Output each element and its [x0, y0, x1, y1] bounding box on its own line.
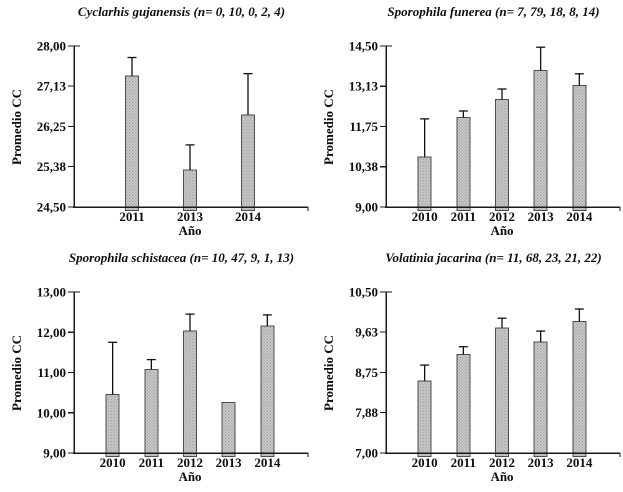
chart-title: Volatinia jacarina (n= 11, 68, 23, 21, 2…: [385, 250, 602, 265]
x-tick-label: 2011: [139, 455, 164, 470]
bar-plot: 2010 2011 2012 2013 2014 9,00 10,00 11,00 12,00 1…: [37, 285, 309, 470]
x-tick-label: 2012: [489, 209, 515, 224]
y-tick-label: 9,00: [43, 446, 66, 461]
y-tick-label: 9,00: [355, 200, 378, 215]
x-axis-label: Año: [178, 223, 202, 238]
y-tick-label: 24,50: [37, 200, 66, 215]
x-tick-label: 2013: [177, 209, 204, 224]
bar-2013: [221, 402, 236, 457]
bar-2012: [495, 99, 509, 211]
y-axis-label: Promedio CC: [9, 89, 24, 165]
x-axis-label: Año: [490, 469, 514, 484]
bar-plot: 2010 2011 2012 2013 2014 7,00 7,88 8,75 9,63 10,5…: [349, 285, 621, 470]
y-tick-label: 28,00: [37, 39, 66, 54]
x-axis-label: Año: [178, 469, 202, 484]
x-tick-label: 2011: [119, 209, 144, 224]
x-tick-label: 2013: [528, 209, 555, 224]
chart-panel-top-right: 2010 2011 2012 2013 2014 9,00 10,38 11,75 13,13 1…: [312, 0, 623, 246]
bar-2010: [105, 394, 120, 458]
y-tick-label: 7,00: [355, 446, 378, 461]
bar-2010: [417, 380, 432, 457]
x-tick-label: 2014: [566, 209, 593, 224]
y-tick-label: 25,38: [37, 159, 67, 174]
y-tick-label: 27,13: [37, 79, 67, 94]
bar-plot: 2010 2011 2012 2013 2014 9,00 10,38 11,75 13,13 1…: [349, 39, 621, 224]
x-tick-label: 2013: [528, 455, 555, 470]
chart-title: Cyclarhis gujanensis (n= 0, 10, 0, 2, 4): [77, 4, 286, 19]
bar-plot: 2011 2013 2014 24,50 25,38 26,25 27,13 28,00: [37, 39, 309, 224]
bar-2014: [260, 325, 275, 457]
y-tick-label: 11,75: [349, 119, 378, 134]
y-tick-label: 10,00: [37, 405, 66, 420]
bar-2013: [533, 70, 548, 211]
bar-2014: [241, 114, 255, 211]
x-tick-label: 2011: [451, 455, 476, 470]
x-tick-label: 2014: [254, 455, 281, 470]
y-axis-label: Promedio CC: [321, 89, 336, 165]
bar-2013: [533, 341, 548, 457]
bar-2013: [183, 169, 197, 211]
bar-2012: [183, 330, 197, 457]
chart-panel-bottom-left: 2010 2011 2012 2013 2014 9,00 10,00 11,00 12,00 1…: [0, 246, 311, 492]
x-tick-label: 2013: [216, 455, 243, 470]
x-tick-label: 2014: [235, 209, 262, 224]
y-tick-label: 11,00: [37, 365, 66, 380]
chart-panel-bottom-right: 2010 2011 2012 2013 2014 7,00 7,88 8,75 9,63 10,5…: [312, 246, 623, 492]
x-tick-label: 2012: [489, 455, 515, 470]
x-tick-label: 2010: [100, 455, 126, 470]
bar-2012: [495, 327, 509, 458]
y-tick-label: 12,00: [37, 325, 66, 340]
x-tick-label: 2010: [412, 209, 438, 224]
y-tick-label: 10,50: [349, 285, 378, 300]
x-tick-label: 2011: [451, 209, 476, 224]
chart-title: Sporophila schistacea (n= 10, 47, 9, 1, …: [68, 250, 295, 265]
bar-2014: [572, 320, 587, 458]
y-axis-label: Promedio CC: [9, 335, 24, 411]
y-tick-label: 9,63: [355, 325, 378, 340]
chart-panel-top-left: 2011 2013 2014 24,50 25,38 26,25 27,13 28,00 Cy…: [0, 0, 311, 246]
bar-2011: [144, 368, 159, 457]
y-tick-label: 13,13: [349, 79, 379, 94]
bar-2014: [572, 85, 587, 211]
x-tick-label: 2010: [412, 455, 438, 470]
x-tick-label: 2012: [177, 455, 203, 470]
chart-title: Sporophila funerea (n= 7, 79, 18, 8, 14): [387, 4, 600, 19]
y-axis-label: Promedio CC: [321, 335, 336, 411]
y-tick-label: 10,38: [349, 159, 379, 174]
y-tick-label: 8,75: [355, 365, 378, 380]
x-tick-label: 2014: [566, 455, 593, 470]
bar-2011: [456, 354, 471, 457]
bar-2011: [125, 75, 139, 212]
x-axis-label: Año: [490, 223, 514, 238]
y-tick-label: 14,50: [349, 39, 378, 54]
y-tick-label: 26,25: [37, 119, 67, 134]
y-tick-label: 7,88: [355, 405, 378, 420]
y-tick-label: 13,00: [37, 285, 66, 300]
bar-2010: [417, 156, 432, 211]
bar-2011: [456, 116, 471, 211]
